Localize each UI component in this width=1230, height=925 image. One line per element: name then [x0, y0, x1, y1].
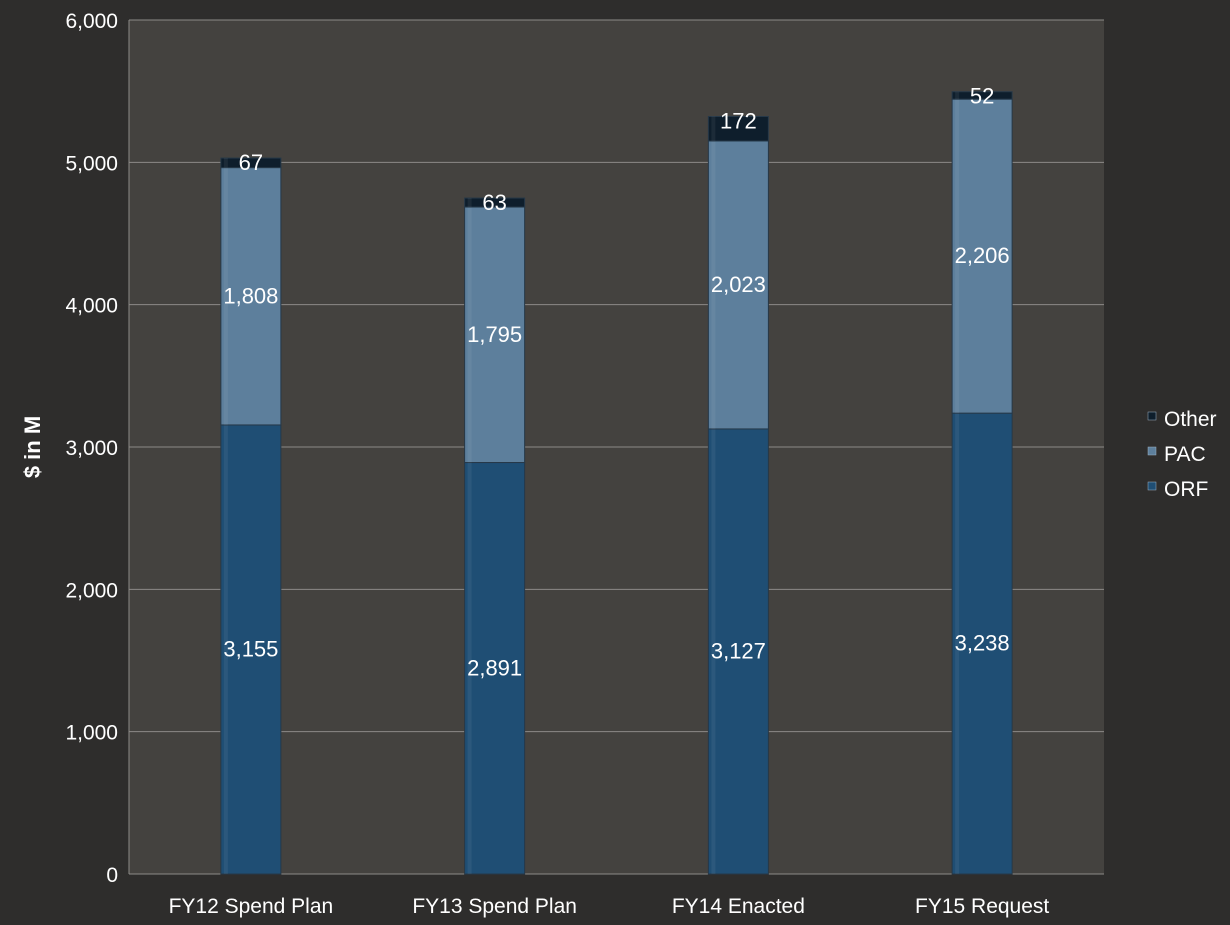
legend-label-orf: ORF: [1164, 478, 1208, 501]
y-axis-ticks: 0 1,000 2,000 3,000 4,000 5,000 6,000: [65, 10, 118, 887]
data-label-pac: 2,023: [711, 272, 766, 297]
data-label-orf: 3,127: [711, 638, 766, 663]
data-labels: 3,155 1,808 67 2,891 1,795 63 3,127 2,023 172 3,2…: [223, 84, 1009, 681]
gridlines: [128, 19, 1104, 875]
legend-swatch-orf: [1147, 481, 1157, 491]
y-axis-title: $ in M: [20, 416, 45, 478]
bar-highlight: [955, 91, 960, 100]
bar-segment-other-2: [707, 116, 769, 142]
data-label-other: 63: [482, 190, 506, 215]
legend-label-pac: PAC: [1164, 443, 1206, 466]
bar-segment-other-3: [951, 91, 1013, 100]
x-tick-label: FY13 Spend Plan: [412, 895, 577, 918]
bar-segment-other-0: [220, 157, 282, 169]
legend-swatch-other: [1147, 411, 1157, 421]
data-label-pac: 1,795: [467, 322, 522, 347]
legend-swatch-pac: [1147, 446, 1157, 456]
bar-segment-pac-0: [220, 167, 282, 426]
legend-label-other: Other: [1164, 408, 1217, 431]
data-label-pac: 1,808: [223, 283, 278, 308]
y-tick-label: 3,000: [65, 437, 118, 460]
bar-segment-orf-2: [707, 428, 769, 875]
bar-segment-other-1: [464, 197, 526, 208]
bar-highlight: [467, 198, 472, 208]
bar-segment-pac-2: [707, 140, 769, 430]
bar-highlight: [223, 158, 228, 168]
x-tick-label: FY15 Request: [915, 895, 1049, 918]
data-label-other: 52: [970, 84, 994, 109]
bar-segment-orf-3: [951, 412, 1013, 875]
data-label-orf: 3,238: [955, 631, 1010, 656]
bar-highlight: [223, 424, 228, 874]
legend: Other PAC ORF: [1147, 408, 1217, 501]
bar-segment-orf-0: [220, 424, 282, 875]
bar-highlight: [955, 413, 960, 874]
bar-segment-pac-1: [464, 206, 526, 464]
y-tick-label: 0: [106, 864, 118, 887]
bar-highlight: [467, 207, 472, 463]
data-label-pac: 2,206: [955, 243, 1010, 268]
x-axis-ticks: FY12 Spend Plan FY13 Spend Plan FY14 Enact…: [169, 895, 1050, 918]
y-tick-label: 4,000: [65, 295, 118, 318]
y-tick-label: 2,000: [65, 579, 118, 602]
bar-highlight: [711, 428, 716, 874]
bar-highlight: [711, 140, 716, 429]
data-label-other: 67: [239, 150, 263, 175]
data-label-other: 172: [720, 109, 757, 134]
y-tick-label: 6,000: [65, 10, 118, 33]
bar-highlight: [711, 116, 716, 141]
bars: [220, 91, 1013, 875]
y-tick-label: 5,000: [65, 152, 118, 175]
x-tick-label: FY12 Spend Plan: [169, 895, 334, 918]
bar-highlight: [223, 167, 228, 425]
data-label-orf: 3,155: [223, 636, 278, 661]
bar-highlight: [467, 462, 472, 874]
y-tick-label: 1,000: [65, 722, 118, 745]
x-tick-label: FY14 Enacted: [672, 895, 805, 918]
data-label-orf: 2,891: [467, 655, 522, 680]
bar-highlight: [955, 99, 960, 414]
